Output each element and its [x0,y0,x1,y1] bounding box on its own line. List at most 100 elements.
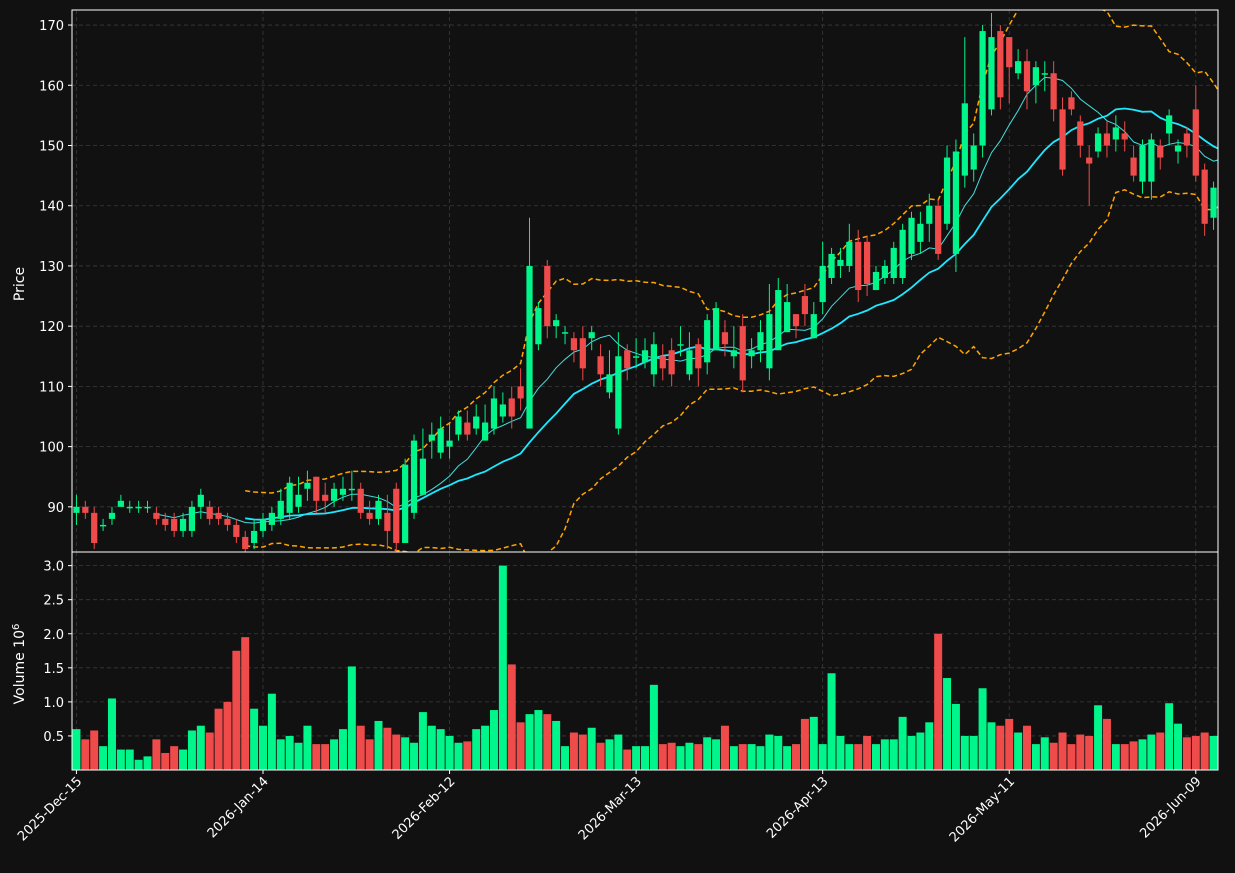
volume-bar [161,752,170,770]
candle-body [544,265,551,327]
candle-body [1050,73,1057,110]
candle-body [1006,37,1013,68]
volume-bar [1094,705,1103,770]
volume-bar [676,746,685,770]
candle-body [473,416,480,429]
candle-body [730,350,737,357]
candle-body [579,338,586,369]
volume-bar [783,746,792,770]
price-tick-label: 120 [39,320,64,335]
volume-bar [720,725,729,770]
candle-body [704,320,711,363]
volume-bar [685,742,694,770]
bollinger-upper-line [245,10,1218,494]
candle-body [926,205,933,224]
candle-body [1201,169,1208,224]
candle-body [1166,115,1173,134]
candle-body [766,314,773,369]
candle-body [712,308,720,351]
candle-body [233,524,240,537]
volume-bar [347,666,356,770]
volume-panel-frame [71,551,1219,771]
candle-body [499,404,506,417]
candle-body [588,332,595,339]
volume-bar [534,710,543,770]
volume-bar [934,633,943,770]
candle-body [455,416,462,435]
candle-body [979,31,986,146]
candle-body [1192,109,1199,176]
volume-bar [889,739,898,770]
volume-bar [250,708,259,770]
volume-bar [898,716,907,770]
candle-body [393,488,400,543]
price-tick-label: 140 [39,200,64,215]
volume-bar [818,744,827,770]
volume-bar [356,725,365,770]
candle-body [935,205,942,254]
volume-bar [321,744,330,770]
volume-bar [623,749,632,770]
volume-bar [507,664,516,770]
volume-bar [1138,739,1147,770]
volume-bar [916,732,925,770]
volume-bar [1005,718,1014,770]
volume-bar [259,725,267,770]
candle-body [1183,133,1191,146]
volume-bar [365,739,374,770]
candle-body [419,458,427,495]
volume-bar [241,637,250,770]
candle-body [775,290,782,351]
candle-body [1077,121,1084,146]
volume-axis-label-exponent: 6 [11,624,22,630]
candle-body [810,314,817,339]
candle-body [322,494,329,501]
candle-body [366,512,373,519]
candle-body [659,356,666,369]
volume-bar [454,742,463,770]
candle-body [677,344,684,346]
candle-body [206,506,213,519]
candle-body [215,512,222,519]
volume-bar [498,565,507,770]
candle-body [1032,67,1039,86]
volume-bar [960,735,969,770]
volume-bar [774,735,783,770]
candle-body [748,350,755,357]
volume-bar [285,735,294,770]
volume-bar [445,735,454,770]
volume-bar [569,732,578,770]
candle-body [188,506,196,531]
candle-body [91,512,98,543]
volume-bar [1102,718,1111,770]
volume-bar [951,703,960,770]
volume-bar [294,742,303,770]
volume-bar [605,739,614,770]
volume-bar [427,725,436,770]
candle-body [597,356,604,375]
candle-body [251,530,258,543]
candle-body [961,103,968,176]
candle-body [801,296,809,315]
candle-body [82,506,89,513]
volume-bar [152,739,161,770]
candle-body [1094,133,1102,152]
candle-body [1023,61,1031,92]
candle-body [99,524,107,527]
candle-body [561,332,569,334]
price-tick-label: 170 [39,19,64,34]
volume-bar [383,727,392,770]
volume-bar [232,650,241,770]
volume-bar [871,744,880,770]
volume-bar [552,720,561,770]
volume-bar [907,735,916,770]
volume-bar [1067,744,1076,770]
volume-bar [276,739,285,770]
volume-bar [1209,735,1218,770]
candle-body [295,494,302,507]
volume-bar [578,734,587,770]
candle-body [144,506,151,509]
volume-bar [969,735,978,770]
candle-body [819,265,826,303]
volume-bar [658,744,667,770]
